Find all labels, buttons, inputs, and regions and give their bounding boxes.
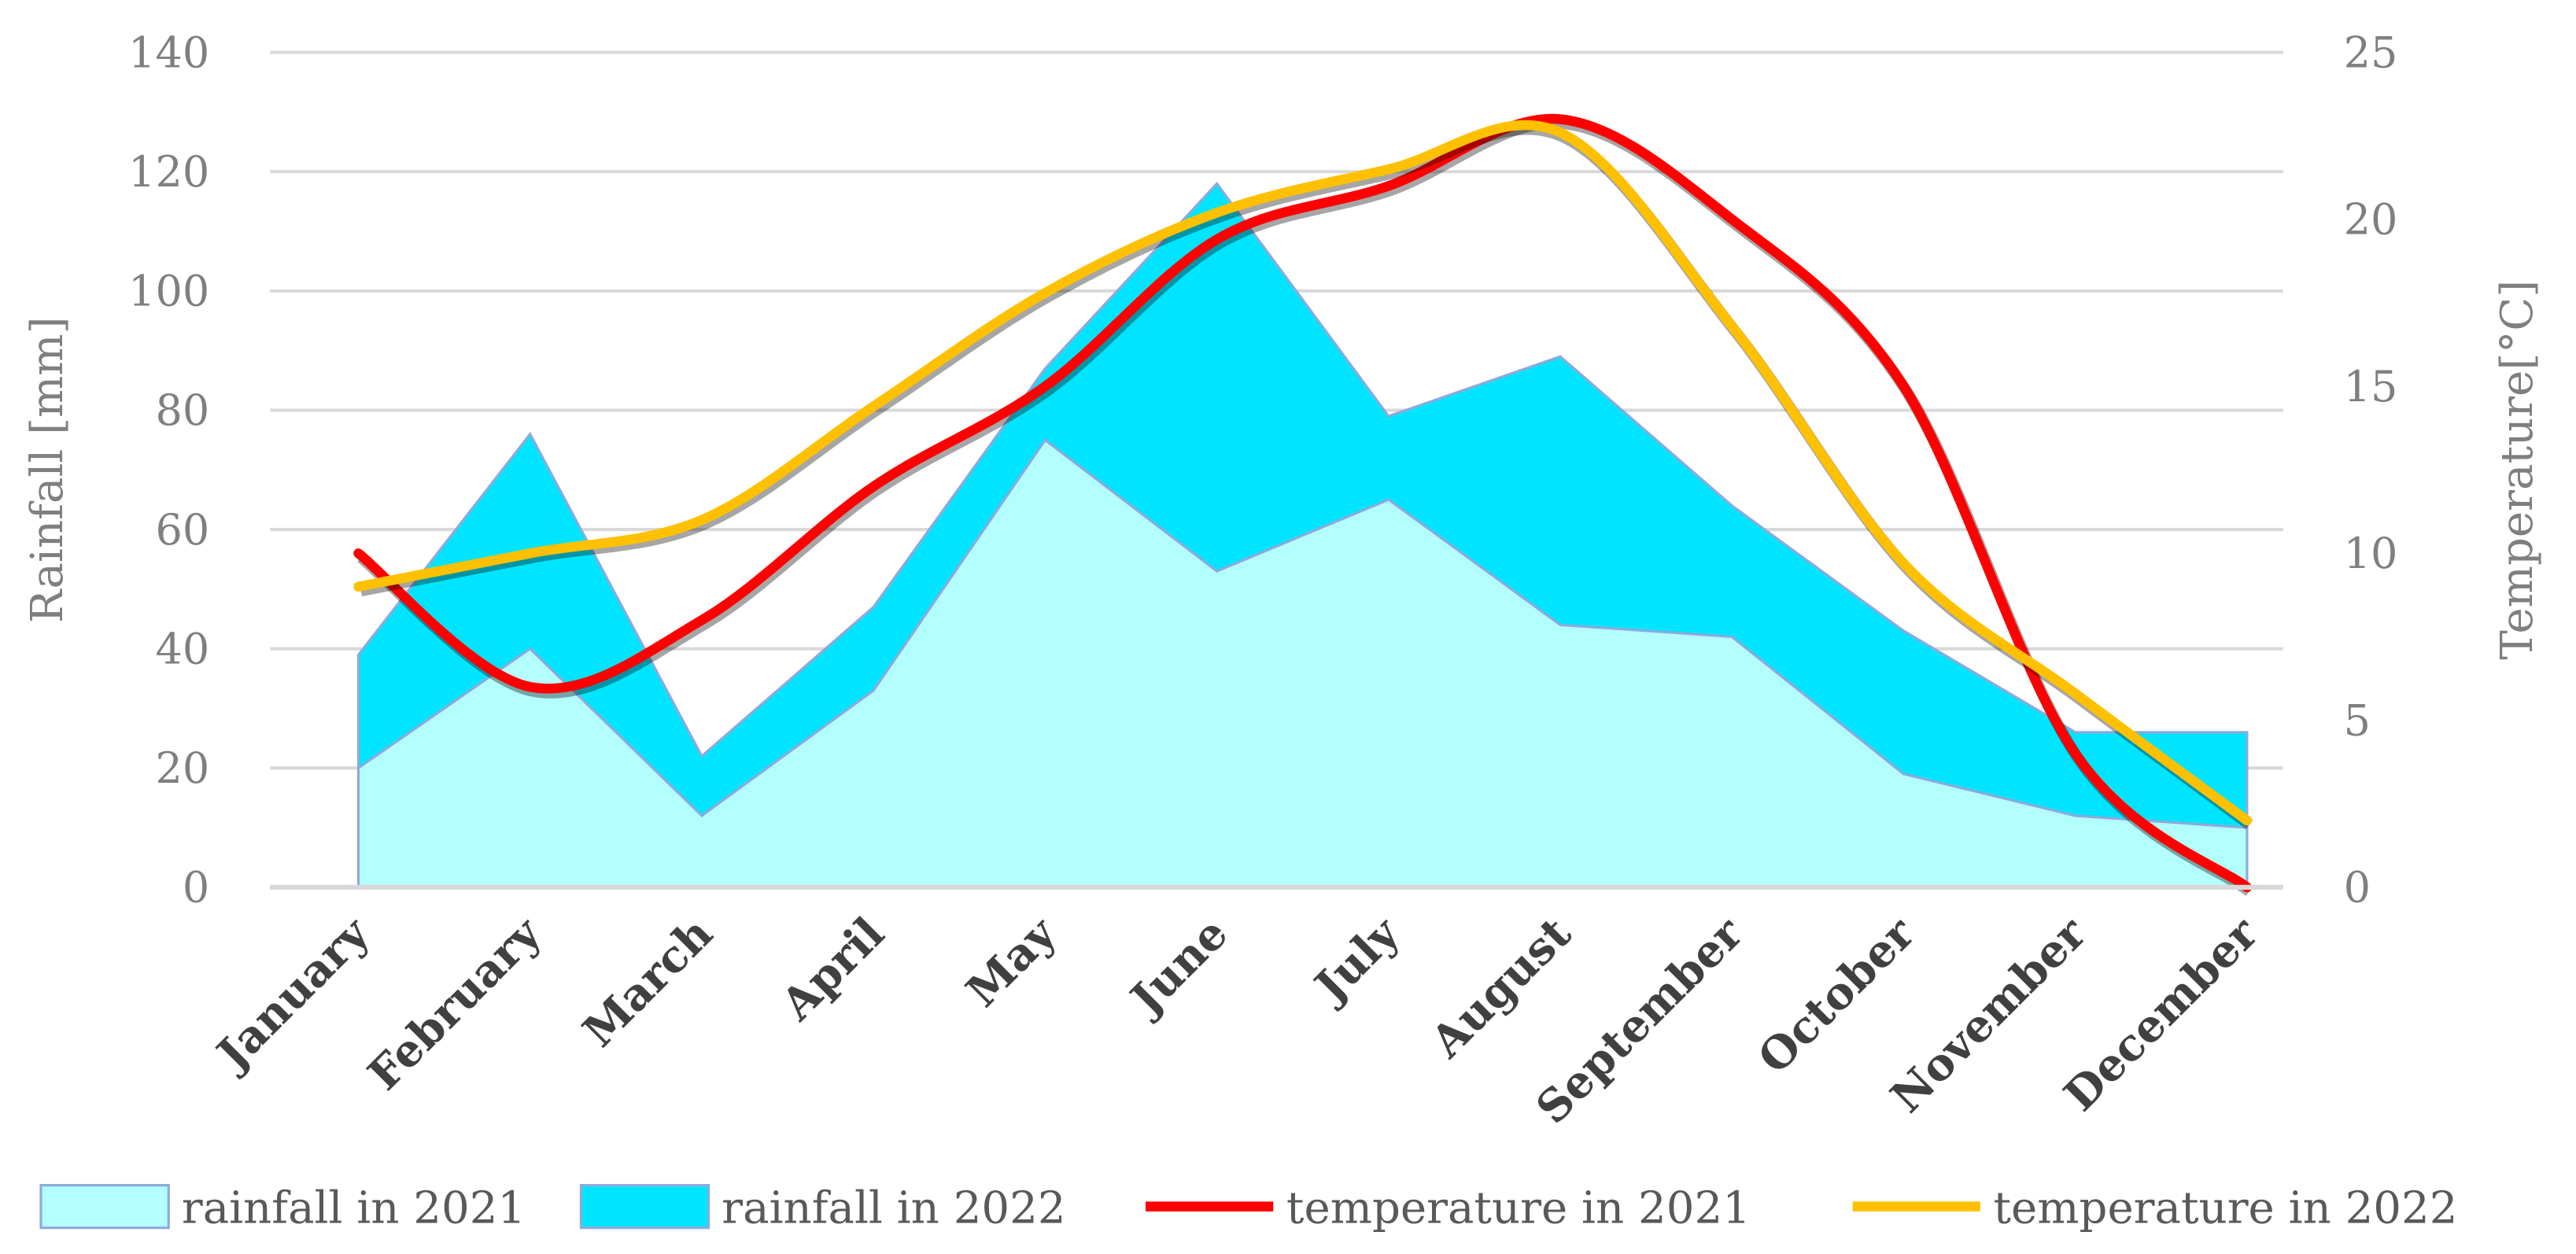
y2-tick-label: 5 [2344, 695, 2371, 745]
x-tick-label: August [1420, 907, 1581, 1068]
y-tick-label: 140 [128, 28, 209, 77]
x-tick-label: January [205, 907, 380, 1082]
y-tick-label: 120 [128, 147, 209, 197]
y2-axis-label: Temperature[°C] [2492, 280, 2543, 660]
y-tick-label: 20 [155, 743, 209, 793]
legend-item: rainfall in 2021 [39, 1182, 526, 1234]
line-temperature-in-2022 [353, 120, 2253, 826]
x-tick-label: April [771, 908, 895, 1031]
x-tick-label: June [1118, 908, 1238, 1027]
legend-swatch [579, 1184, 710, 1230]
y-tick-label: 80 [155, 385, 209, 435]
x-tick-label: July [1302, 907, 1410, 1015]
legend-item: rainfall in 2022 [579, 1182, 1066, 1234]
y2-tick-label: 25 [2344, 28, 2398, 77]
y-tick-label: 40 [155, 624, 209, 673]
x-tick-label: October [1748, 907, 1925, 1084]
y2-tick-label: 10 [2344, 529, 2398, 578]
line-temperature-in-2021 [353, 113, 2253, 893]
x-tick-label: May [957, 907, 1067, 1017]
y2-tick-label: 20 [2344, 195, 2398, 245]
legend-item: temperature in 2021 [1146, 1182, 1751, 1234]
legend-label: rainfall in 2021 [182, 1182, 526, 1234]
y-tick-label: 0 [183, 863, 209, 913]
legend-label: temperature in 2021 [1286, 1182, 1751, 1234]
x-tick-label: February [358, 907, 552, 1101]
x-tick-label: March [573, 908, 722, 1057]
y-tick-label: 100 [128, 267, 209, 316]
legend-item: temperature in 2022 [1852, 1182, 2458, 1234]
area-rainfall-in-2021 [356, 438, 2249, 889]
legend-swatch [39, 1184, 170, 1230]
legend-label: rainfall in 2022 [722, 1182, 1065, 1234]
y-axis-label: Rainfall [mm] [22, 316, 73, 623]
y2-tick-label: 0 [2344, 863, 2371, 913]
legend-label: temperature in 2022 [1994, 1182, 2458, 1234]
y2-tick-label: 15 [2344, 362, 2398, 411]
legend: rainfall in 2021 rainfall in 2022 temperat… [39, 1182, 2458, 1234]
y-tick-label: 60 [155, 505, 209, 555]
